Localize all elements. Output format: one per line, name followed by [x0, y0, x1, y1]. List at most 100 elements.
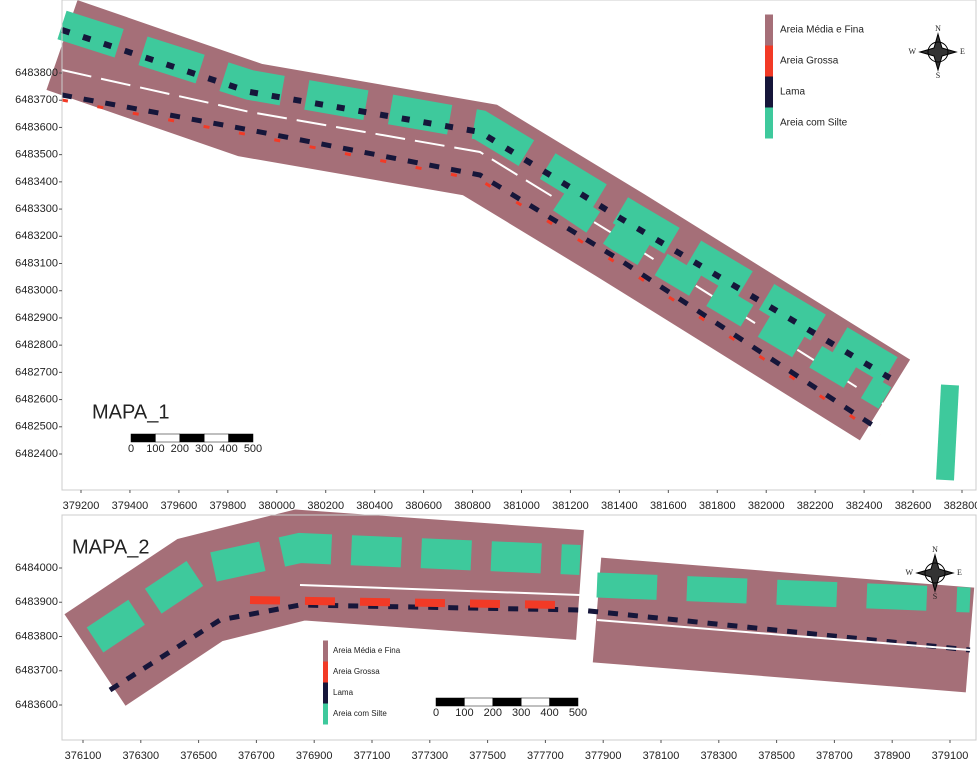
scale-label: 400 [540, 707, 558, 719]
y-tick-label: 6482600 [15, 393, 58, 405]
legend-label: Areia com Silte [333, 709, 387, 718]
scale-segment [493, 698, 521, 706]
scale-label: 200 [484, 707, 502, 719]
y-tick-label: 6483700 [15, 94, 58, 106]
x-tick-label: 380600 [405, 500, 442, 512]
x-tick-label: 379200 [63, 500, 100, 512]
scale-segment [204, 434, 228, 442]
x-tick-label: 376900 [296, 750, 333, 762]
compass-w: W [905, 568, 913, 577]
scale-segment [521, 698, 549, 706]
compass-e: E [960, 47, 965, 56]
y-tick-label: 6483800 [15, 630, 58, 642]
scale-label: 100 [146, 443, 164, 455]
x-tick-label: 378300 [700, 750, 737, 762]
x-tick-label: 376100 [65, 750, 102, 762]
x-tick-label: 378700 [816, 750, 853, 762]
x-tick-label: 381600 [650, 500, 687, 512]
x-tick-label: 377900 [585, 750, 622, 762]
legend-label: Lama [333, 688, 354, 697]
legend-swatch [765, 77, 773, 108]
scale-label: 0 [128, 443, 134, 455]
legend-label: Areia Média e Fina [333, 646, 401, 655]
x-tick-label: 377700 [527, 750, 564, 762]
legend-label: Areia Média e Fina [780, 25, 864, 36]
y-tick-label: 6483600 [15, 121, 58, 133]
y-tick-label: 6482500 [15, 421, 58, 433]
scale-segment [550, 698, 578, 706]
compass-s: S [933, 592, 937, 601]
compass-n: N [932, 545, 938, 554]
scale-label: 500 [244, 443, 262, 455]
legend-swatch [323, 704, 328, 725]
x-tick-label: 380800 [454, 500, 491, 512]
x-tick-label: 379800 [209, 500, 246, 512]
legend-label: Areia com Silte [780, 118, 848, 129]
legend-swatch [765, 15, 773, 46]
scale-segment [131, 434, 155, 442]
scale-label: 0 [433, 707, 439, 719]
scale-label: 300 [512, 707, 530, 719]
legend-label: Lama [780, 87, 805, 98]
x-tick-label: 377100 [354, 750, 391, 762]
x-tick-label: 380400 [356, 500, 393, 512]
scale-segment [229, 434, 253, 442]
x-tick-label: 380000 [258, 500, 295, 512]
x-tick-label: 377300 [411, 750, 448, 762]
scale-label: 400 [219, 443, 237, 455]
y-tick-label: 6483200 [15, 230, 58, 242]
scale-segment [155, 434, 179, 442]
x-tick-label: 381400 [601, 500, 638, 512]
scale-segment [464, 698, 492, 706]
y-tick-label: 6482400 [15, 448, 58, 460]
legend-swatch [323, 662, 328, 683]
x-tick-label: 376300 [122, 750, 159, 762]
y-tick-label: 6483800 [15, 67, 58, 79]
compass-s: S [936, 71, 940, 80]
x-tick-label: 376700 [238, 750, 275, 762]
x-tick-label: 380200 [307, 500, 344, 512]
x-tick-label: 382200 [797, 500, 834, 512]
x-tick-label: 382000 [748, 500, 785, 512]
scale-label: 500 [569, 707, 587, 719]
map-figure: 6483800648370064836006483500648340064833… [0, 0, 977, 764]
x-tick-label: 382400 [846, 500, 883, 512]
y-tick-label: 6482700 [15, 366, 58, 378]
y-tick-label: 6484000 [15, 562, 58, 574]
x-tick-label: 378100 [643, 750, 680, 762]
x-tick-label: 379400 [112, 500, 149, 512]
scale-label: 100 [455, 707, 473, 719]
survey-band-1 [62, 25, 950, 480]
map-title: MAPA_1 [92, 401, 169, 423]
legend-swatch [323, 683, 328, 704]
y-tick-label: 6483700 [15, 665, 58, 677]
y-tick-label: 6482800 [15, 339, 58, 351]
x-tick-label: 379100 [932, 750, 969, 762]
y-tick-label: 6483500 [15, 149, 58, 161]
scale-label: 300 [195, 443, 213, 455]
compass-star [920, 34, 956, 70]
y-tick-label: 6483000 [15, 285, 58, 297]
legend-swatch [323, 641, 328, 662]
compass-w: W [908, 47, 916, 56]
x-tick-label: 382600 [895, 500, 932, 512]
y-tick-label: 6482900 [15, 312, 58, 324]
scale-segment [436, 698, 464, 706]
legend-swatch [765, 108, 773, 139]
compass-n: N [935, 24, 941, 33]
survey-band-2 [95, 548, 970, 690]
x-tick-label: 377500 [469, 750, 506, 762]
x-tick-label: 381000 [503, 500, 540, 512]
x-tick-label: 378900 [874, 750, 911, 762]
x-tick-label: 376500 [180, 750, 217, 762]
x-tick-label: 381200 [552, 500, 589, 512]
y-tick-label: 6483600 [15, 699, 58, 711]
legend-label: Areia Grossa [780, 56, 839, 67]
scale-segment [180, 434, 204, 442]
x-tick-label: 382800 [944, 500, 977, 512]
compass-e: E [957, 568, 962, 577]
y-tick-label: 6483900 [15, 596, 58, 608]
x-tick-label: 378500 [758, 750, 795, 762]
legend-label: Areia Grossa [333, 667, 380, 676]
x-tick-label: 379600 [161, 500, 198, 512]
